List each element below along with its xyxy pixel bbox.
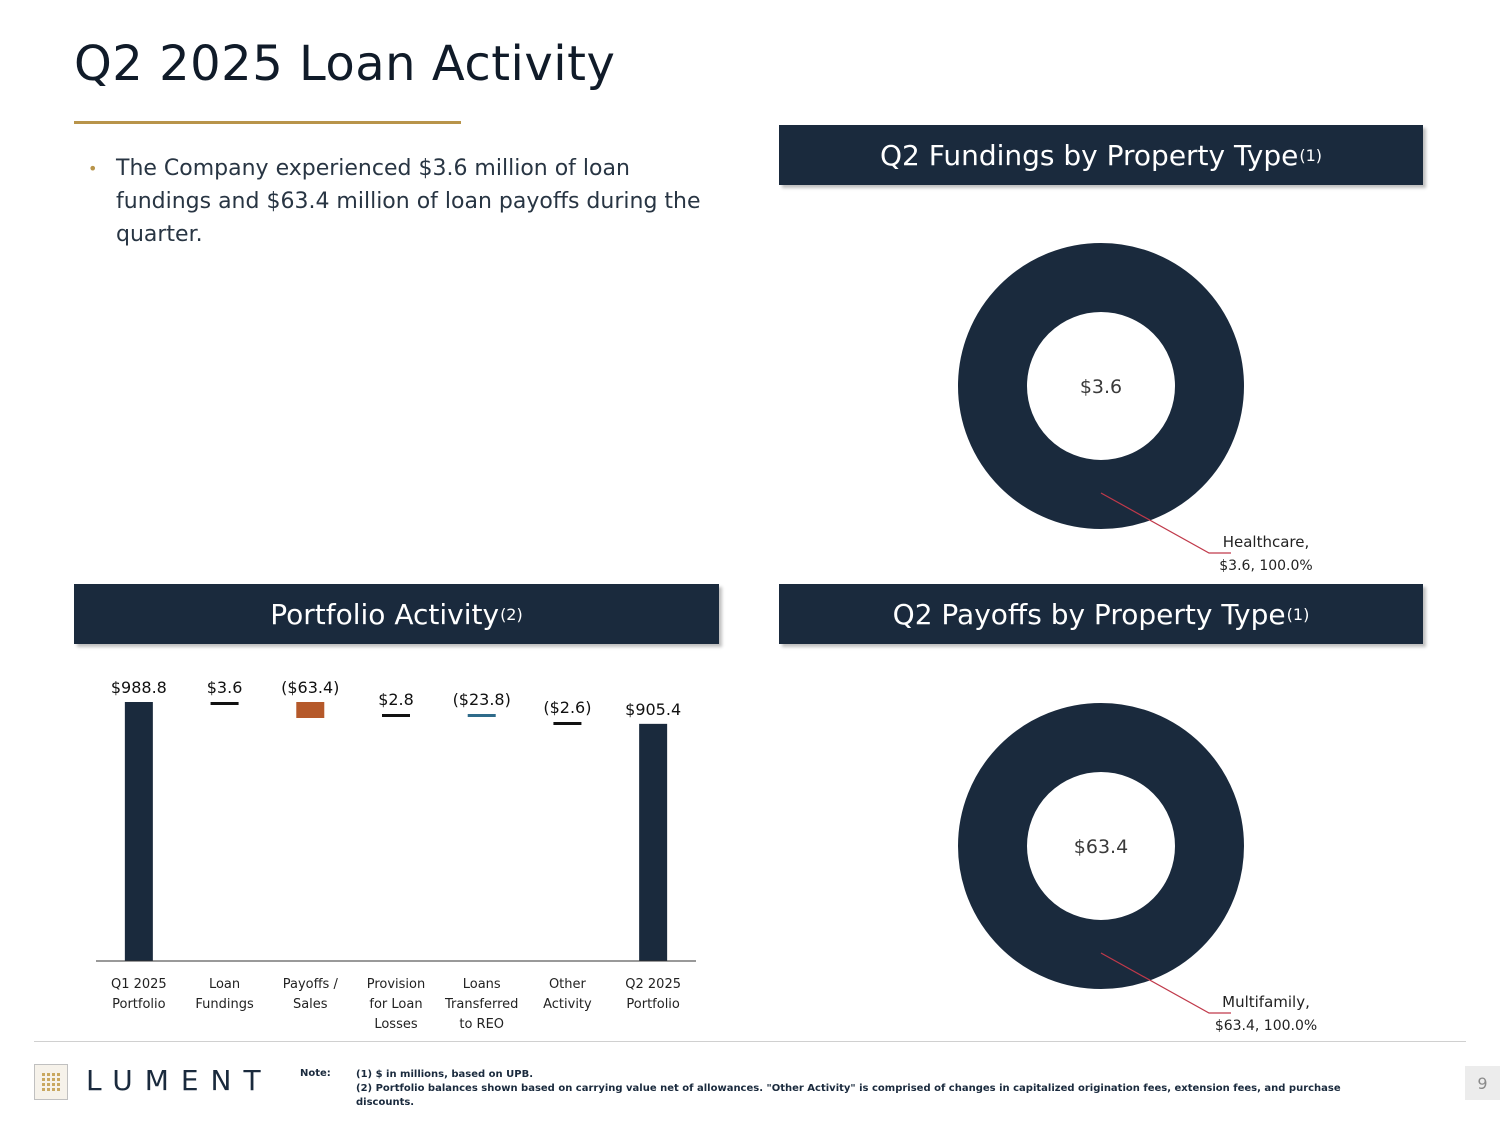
waterfall-category-label-1: Loan — [209, 977, 240, 992]
waterfall-value-label-3: $2.8 — [378, 690, 414, 709]
page-title: Q2 2025 Loan Activity — [74, 36, 616, 92]
fundings-leader-line — [1100, 492, 1231, 554]
payoffs-donut-chart: $63.4 Multifamily, $63.4, 100.0% — [958, 703, 1317, 1034]
payoffs-slice-0 — [958, 703, 1244, 989]
fundings-header-footnote: (1) — [1299, 145, 1322, 165]
waterfall-category-label-4: Transferred — [444, 997, 518, 1012]
waterfall-value-label-6: $905.4 — [625, 700, 681, 719]
page-number: 9 — [1465, 1066, 1500, 1100]
waterfall-category-label-4: Loans — [463, 977, 501, 992]
waterfall-bar-4 — [467, 714, 496, 717]
payoffs-slice-label: Multifamily, — [1222, 993, 1310, 1011]
payoffs-slice-value-label: $63.4, 100.0% — [1215, 1018, 1317, 1034]
waterfall-category-label-5: Activity — [543, 997, 592, 1012]
waterfall-bar-0 — [124, 702, 153, 961]
payoffs-center-label: $63.4 — [1074, 836, 1128, 858]
fundings-center-label: $3.6 — [1080, 376, 1122, 398]
waterfall-category-label-2: Payoffs / — [283, 977, 339, 992]
waterfall-value-label-5: ($2.6) — [543, 698, 591, 717]
payoffs-header-label: Q2 Payoffs by Property Type — [892, 597, 1286, 631]
footnote-2: (2) Portfolio balances shown based on ca… — [356, 1083, 1341, 1108]
waterfall-value-label-2: ($63.4) — [281, 678, 339, 697]
footer-divider — [34, 1041, 1466, 1042]
lument-logo-icon — [34, 1064, 68, 1100]
waterfall-bar-6 — [639, 723, 668, 961]
waterfall-value-label-0: $988.8 — [111, 678, 167, 697]
waterfall-bar-1 — [210, 702, 239, 705]
fundings-donut-chart: $3.6 Healthcare, $3.6, 100.0% — [958, 243, 1313, 574]
waterfall-value-label-1: $3.6 — [207, 678, 243, 697]
waterfall-bar-3 — [382, 714, 410, 717]
payoffs-header: Q2 Payoffs by Property Type (1) — [779, 584, 1423, 644]
summary-bullet: • The Company experienced $3.6 million o… — [88, 152, 718, 251]
waterfall-category-label-6: Q2 2025 — [625, 977, 681, 992]
title-underline — [74, 121, 461, 124]
waterfall-category-label-4: to REO — [459, 1017, 504, 1032]
fundings-slice-0 — [958, 243, 1244, 529]
waterfall-value-label-4: ($23.8) — [453, 690, 511, 709]
footnote-label: Note: — [300, 1068, 331, 1079]
fundings-header-label: Q2 Fundings by Property Type — [880, 138, 1299, 172]
waterfall-category-label-5: Other — [549, 977, 587, 992]
fundings-header: Q2 Fundings by Property Type (1) — [779, 125, 1423, 185]
waterfall-category-label-2: Sales — [293, 997, 328, 1012]
footnote-1: (1) $ in millions, based on UPB. — [356, 1069, 534, 1080]
lument-logo-wordmark: LUMENT — [86, 1064, 273, 1097]
footnotes: (1) $ in millions, based on UPB. (2) Por… — [356, 1068, 1356, 1110]
waterfall-category-label-1: Fundings — [195, 997, 254, 1012]
waterfall-category-label-0: Q1 2025 — [111, 977, 167, 992]
portfolio-header-label: Portfolio Activity — [270, 597, 500, 631]
portfolio-header-footnote: (2) — [500, 604, 523, 624]
bullet-icon: • — [88, 159, 98, 178]
waterfall-bar-2 — [296, 702, 325, 718]
fundings-slice-label: Healthcare, — [1223, 533, 1310, 551]
fundings-slice-value-label: $3.6, 100.0% — [1219, 558, 1312, 574]
waterfall-category-label-3: Losses — [374, 1017, 418, 1032]
summary-text: The Company experienced $3.6 million of … — [116, 156, 701, 247]
portfolio-waterfall-chart: $988.8 Q1 2025 Portfolio $3.6 Loan Fundings ($… — [96, 678, 696, 1032]
waterfall-category-label-6: Portfolio — [626, 997, 680, 1012]
payoffs-leader-line — [1100, 952, 1231, 1014]
waterfall-category-label-3: Provision — [367, 977, 426, 992]
waterfall-bar-5 — [553, 722, 582, 725]
payoffs-header-footnote: (1) — [1286, 604, 1310, 624]
waterfall-category-label-0: Portfolio — [112, 997, 166, 1012]
waterfall-category-label-3: for Loan — [369, 997, 422, 1012]
portfolio-header: Portfolio Activity (2) — [74, 584, 719, 644]
